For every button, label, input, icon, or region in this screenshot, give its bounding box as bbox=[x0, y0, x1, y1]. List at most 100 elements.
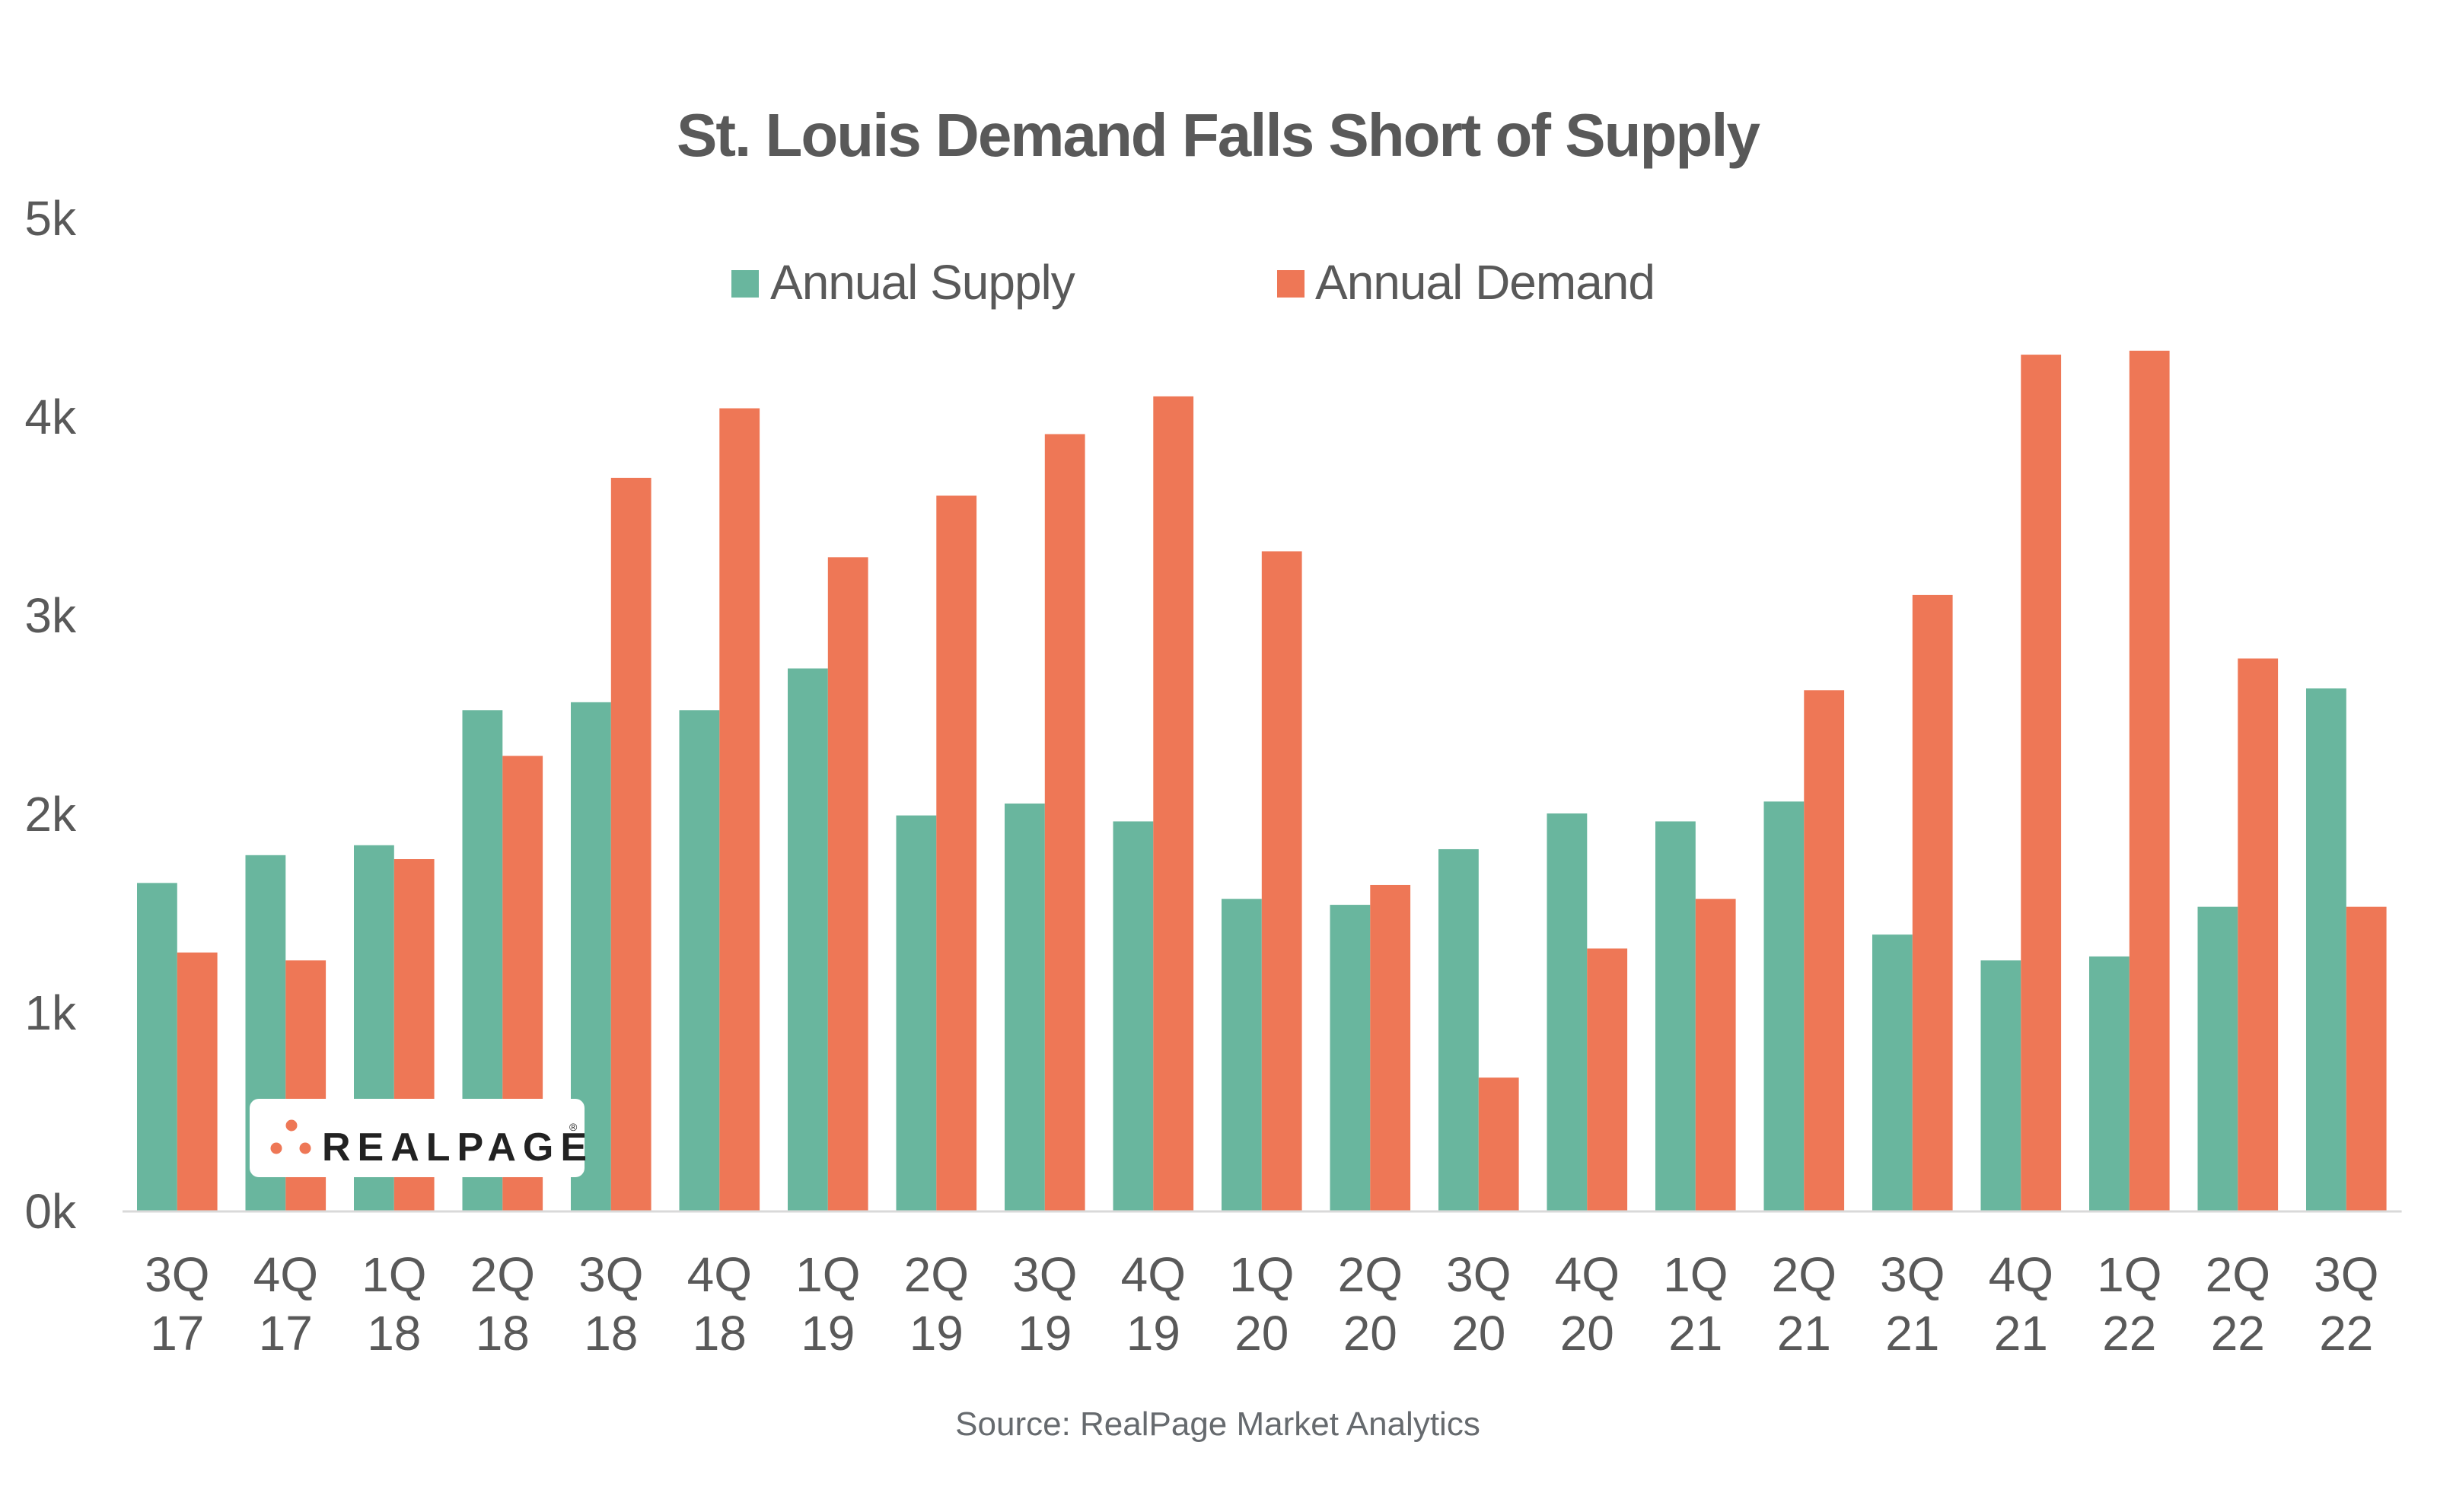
legend-item-supply[interactable]: Annual Supply bbox=[731, 255, 1076, 310]
x-tick-label-year: 22 bbox=[2319, 1306, 2373, 1361]
bar-supply[interactable] bbox=[1547, 813, 1588, 1211]
bar-supply[interactable] bbox=[1763, 801, 1805, 1211]
bar-supply[interactable] bbox=[2089, 956, 2130, 1211]
x-tick-label-quarter: 4Q bbox=[253, 1247, 318, 1302]
y-tick-label: 4k bbox=[24, 390, 77, 444]
bar-supply[interactable] bbox=[2197, 906, 2238, 1211]
x-tick-label-quarter: 1Q bbox=[362, 1247, 426, 1302]
y-axis: 0k 1k 2k 3k 4k 5k bbox=[24, 191, 77, 1239]
bar-demand[interactable] bbox=[1478, 1077, 1519, 1211]
bar-supply[interactable] bbox=[137, 883, 177, 1211]
bar-supply[interactable] bbox=[1980, 960, 2021, 1211]
bar-demand[interactable] bbox=[2346, 906, 2387, 1211]
x-tick-label-year: 20 bbox=[1451, 1306, 1505, 1361]
bar-group bbox=[137, 883, 218, 1211]
x-tick-label-quarter: 2Q bbox=[1338, 1247, 1403, 1302]
bar-group bbox=[1222, 551, 1302, 1211]
legend-label-supply: Annual Supply bbox=[770, 255, 1075, 310]
x-tick-label-quarter: 4Q bbox=[1121, 1247, 1186, 1302]
bar-demand[interactable] bbox=[1370, 884, 1411, 1211]
x-tick-label-quarter: 1Q bbox=[1229, 1247, 1294, 1302]
x-tick-label-year: 18 bbox=[584, 1306, 638, 1361]
x-tick-label-year: 19 bbox=[909, 1306, 964, 1361]
x-tick-label-quarter: 3Q bbox=[1880, 1247, 1945, 1302]
legend: Annual Supply Annual Demand bbox=[731, 255, 1655, 310]
bar-demand[interactable] bbox=[1695, 899, 1736, 1211]
bar-demand[interactable] bbox=[827, 557, 868, 1211]
x-tick-label-year: 21 bbox=[1777, 1306, 1831, 1361]
bar-group bbox=[1872, 594, 1953, 1211]
x-tick-label-year: 19 bbox=[1018, 1306, 1072, 1361]
bar-group bbox=[1763, 690, 1845, 1211]
x-tick-label-year: 17 bbox=[259, 1306, 313, 1361]
x-tick-label-quarter: 2Q bbox=[2206, 1247, 2270, 1302]
bar-demand[interactable] bbox=[1153, 396, 1194, 1211]
x-tick-label-year: 20 bbox=[1560, 1306, 1614, 1361]
y-tick-label: 5k bbox=[24, 191, 77, 246]
y-tick-label: 2k bbox=[24, 787, 77, 842]
bar-demand[interactable] bbox=[1044, 434, 1085, 1211]
bar-demand[interactable] bbox=[1261, 551, 1302, 1211]
x-tick-label-quarter: 2Q bbox=[1772, 1247, 1837, 1302]
bar-demand[interactable] bbox=[1587, 948, 1628, 1211]
x-tick-label-year: 21 bbox=[1885, 1306, 1939, 1361]
bar-supply[interactable] bbox=[1005, 803, 1045, 1211]
bar-demand[interactable] bbox=[2238, 658, 2279, 1211]
x-tick-label-year: 21 bbox=[1668, 1306, 1722, 1361]
x-tick-label-quarter: 3Q bbox=[1446, 1247, 1511, 1302]
bar-demand[interactable] bbox=[1804, 690, 1845, 1211]
bars bbox=[137, 350, 2387, 1211]
chart-title: St. Louis Demand Falls Short of Supply bbox=[677, 101, 1760, 169]
bar-supply[interactable] bbox=[1222, 899, 1262, 1211]
x-tick-label-quarter: 4Q bbox=[687, 1247, 752, 1302]
x-tick-label-quarter: 2Q bbox=[904, 1247, 969, 1302]
x-tick-label-year: 22 bbox=[2211, 1306, 2265, 1361]
x-tick-label-quarter: 1Q bbox=[795, 1247, 860, 1302]
x-tick-label-year: 20 bbox=[1234, 1306, 1289, 1361]
legend-swatch-demand bbox=[1277, 270, 1305, 298]
bar-group bbox=[1438, 848, 1519, 1211]
bar-supply[interactable] bbox=[2306, 688, 2346, 1211]
bar-supply[interactable] bbox=[1872, 934, 1913, 1211]
bar-supply[interactable] bbox=[1113, 821, 1154, 1211]
bar-demand[interactable] bbox=[719, 408, 760, 1211]
logo-wordmark: REALPAGE bbox=[322, 1125, 594, 1170]
legend-swatch-supply bbox=[731, 270, 759, 298]
bar-group bbox=[896, 495, 977, 1211]
bar-demand[interactable] bbox=[1912, 594, 1953, 1211]
x-tick-label-quarter: 1Q bbox=[1663, 1247, 1728, 1302]
x-tick-label-quarter: 3Q bbox=[1012, 1247, 1077, 1302]
bar-group bbox=[679, 408, 760, 1211]
bar-supply[interactable] bbox=[896, 815, 937, 1211]
y-tick-label: 1k bbox=[24, 985, 77, 1040]
x-tick-label-year: 20 bbox=[1343, 1306, 1397, 1361]
bar-group bbox=[1655, 821, 1736, 1211]
legend-item-demand[interactable]: Annual Demand bbox=[1277, 255, 1655, 310]
bar-group bbox=[2197, 658, 2279, 1211]
x-tick-label-quarter: 1Q bbox=[2097, 1247, 2161, 1302]
logo-background bbox=[250, 1099, 585, 1177]
bar-supply[interactable] bbox=[1330, 905, 1371, 1211]
bar-group bbox=[788, 557, 868, 1211]
bar-demand[interactable] bbox=[2129, 350, 2170, 1211]
bar-supply[interactable] bbox=[1438, 848, 1479, 1211]
bar-group bbox=[1113, 396, 1194, 1211]
bar-supply[interactable] bbox=[1655, 821, 1696, 1211]
bar-supply[interactable] bbox=[788, 668, 828, 1211]
bar-demand[interactable] bbox=[2021, 355, 2062, 1211]
bar-demand[interactable] bbox=[177, 952, 218, 1211]
x-axis: 3Q174Q171Q182Q183Q184Q181Q192Q193Q194Q19… bbox=[145, 1247, 2378, 1361]
x-tick-label-quarter: 3Q bbox=[578, 1247, 643, 1302]
x-tick-label-year: 22 bbox=[2102, 1306, 2156, 1361]
bar-group bbox=[2089, 350, 2170, 1211]
x-tick-label-year: 21 bbox=[1994, 1306, 2048, 1361]
bar-demand[interactable] bbox=[936, 495, 977, 1211]
bar-supply[interactable] bbox=[679, 710, 720, 1211]
x-tick-label-quarter: 3Q bbox=[145, 1247, 209, 1302]
y-tick-label: 3k bbox=[24, 588, 77, 643]
x-tick-label-year: 19 bbox=[801, 1306, 855, 1361]
x-tick-label-year: 18 bbox=[367, 1306, 421, 1361]
bar-demand[interactable] bbox=[610, 477, 651, 1211]
x-tick-label-year: 19 bbox=[1126, 1306, 1180, 1361]
